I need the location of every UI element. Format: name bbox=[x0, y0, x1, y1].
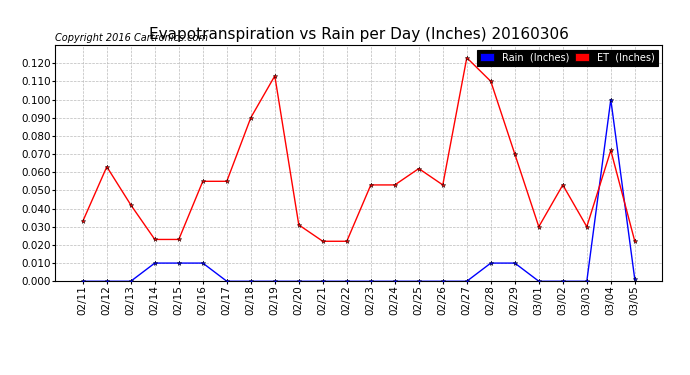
Legend: Rain  (Inches), ET  (Inches): Rain (Inches), ET (Inches) bbox=[477, 50, 658, 66]
Text: Copyright 2016 Cartronics.com: Copyright 2016 Cartronics.com bbox=[55, 33, 208, 43]
Title: Evapotranspiration vs Rain per Day (Inches) 20160306: Evapotranspiration vs Rain per Day (Inch… bbox=[149, 27, 569, 42]
